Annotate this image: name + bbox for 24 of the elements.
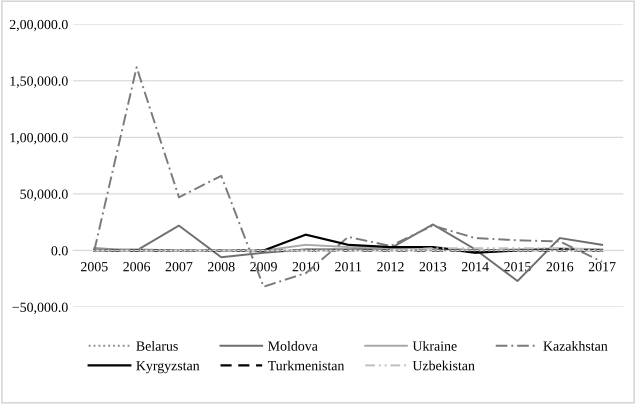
- legend-label: Kazakhstan: [543, 340, 608, 351]
- legend-label: Belarus: [136, 340, 178, 351]
- legend-label: Uzbekistan: [412, 360, 475, 370]
- x-tick-label: 2013: [420, 262, 446, 272]
- x-tick-label: 2007: [166, 262, 192, 272]
- x-tick-label: 2014: [462, 262, 489, 272]
- y-tick-label: 2,00,000.0: [10, 20, 68, 32]
- x-tick-label: 2017: [588, 262, 616, 272]
- x-tick-label: 2009: [250, 262, 277, 272]
- legend-label: Kyrgyzstan: [136, 361, 200, 374]
- x-tick-label: 2016: [546, 262, 574, 272]
- y-tick-label: 50,000.0: [20, 190, 68, 201]
- legend-label: Moldova: [268, 340, 318, 351]
- x-tick-label: 2011: [335, 262, 362, 272]
- x-tick-label: 2008: [208, 262, 235, 272]
- y-tick-label: −50,000.0: [12, 302, 68, 314]
- x-tick-label: 2005: [81, 262, 108, 272]
- legend-label: Ukraine: [412, 340, 457, 351]
- x-tick-label: 2012: [377, 262, 404, 272]
- x-tick-label: 2006: [123, 262, 150, 272]
- y-tick-label: 1,00,000.0: [10, 132, 68, 144]
- y-tick-label: 0.0: [51, 246, 68, 256]
- legend-label: Turkmenistan: [268, 360, 344, 370]
- y-tick-label: 1,50,000.0: [10, 76, 68, 88]
